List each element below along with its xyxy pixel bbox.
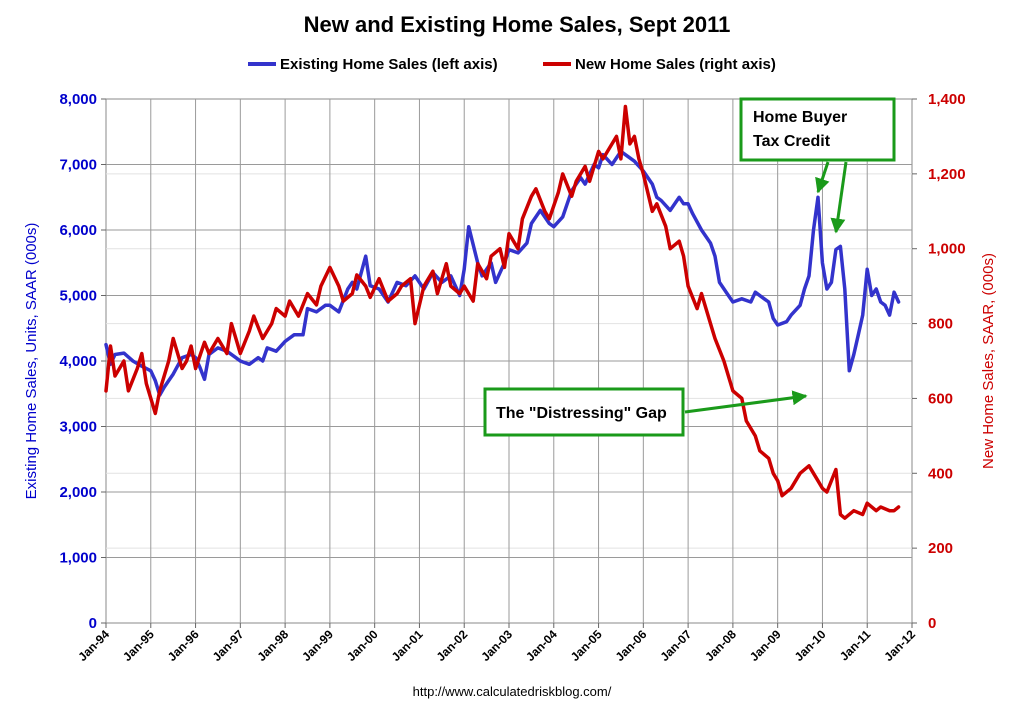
left-tick-label: 7,000 bbox=[59, 157, 97, 174]
left-tick-label: 1,000 bbox=[59, 550, 97, 567]
right-tick-label: 600 bbox=[928, 390, 953, 407]
x-tick-label: Jan-99 bbox=[299, 627, 336, 664]
callout-gap-text: The "Distressing" Gap bbox=[496, 405, 667, 422]
x-tick-label: Jan-08 bbox=[702, 627, 739, 664]
x-tick-label: Jan-00 bbox=[344, 627, 381, 664]
x-tick-label: Jan-04 bbox=[523, 627, 560, 664]
left-axis-ticks: 0 1,000 2,000 3,000 4,000 5,000 6,000 7,000 8,00… bbox=[59, 91, 106, 632]
callout-gap-box bbox=[483, 387, 685, 437]
callout-gap-arrow bbox=[684, 390, 808, 414]
right-tick-label: 1,200 bbox=[928, 166, 966, 183]
x-tick-label: Jan-11 bbox=[837, 627, 874, 664]
left-tick-label: 0 bbox=[89, 615, 97, 632]
x-tick-label: Jan-95 bbox=[120, 627, 157, 664]
left-axis-title: Existing Home Sales, Units, SAAR (000s) bbox=[23, 223, 40, 500]
x-tick-label: Jan-12 bbox=[881, 627, 918, 664]
legend-label-existing: Existing Home Sales (left axis) bbox=[280, 56, 498, 73]
callout-tax-credit-line1: Home Buyer bbox=[753, 109, 847, 126]
right-tick-label: 1,000 bbox=[928, 241, 966, 258]
series-line-existing bbox=[104, 149, 901, 397]
x-tick-label: Jan-02 bbox=[434, 627, 471, 664]
x-tick-label: Jan-05 bbox=[568, 627, 605, 664]
x-tick-label: Jan-06 bbox=[613, 627, 650, 664]
callout-gap: The "Distressing" Gap bbox=[483, 387, 808, 437]
callout-tax-credit-arrow-2 bbox=[830, 161, 848, 234]
x-tick-label: Jan-03 bbox=[478, 627, 515, 664]
x-tick-label: Jan-96 bbox=[165, 627, 202, 664]
x-tick-label: Jan-98 bbox=[254, 627, 291, 664]
right-tick-label: 800 bbox=[928, 316, 953, 333]
left-tick-label: 2,000 bbox=[59, 484, 97, 501]
left-tick-label: 3,000 bbox=[59, 419, 97, 436]
left-tick-label: 8,000 bbox=[59, 91, 97, 108]
right-tick-label: 0 bbox=[928, 615, 936, 632]
right-tick-label: 200 bbox=[928, 540, 953, 557]
legend-label-new: New Home Sales (right axis) bbox=[575, 56, 776, 73]
chart-title: New and Existing Home Sales, Sept 2011 bbox=[304, 12, 731, 37]
x-tick-label: Jan-97 bbox=[210, 627, 247, 664]
x-axis-ticks: Jan-94 Jan-95 Jan-96 Jan-97 Jan-98 Jan-99 Jan-… bbox=[75, 623, 918, 664]
x-tick-label: Jan-94 bbox=[75, 627, 112, 664]
callout-tax-credit-arrow-1 bbox=[815, 161, 830, 194]
x-tick-label: Jan-10 bbox=[792, 627, 829, 664]
right-axis-ticks: 0 200 400 600 800 1,000 1,200 1,400 bbox=[912, 91, 966, 632]
x-tick-label: Jan-07 bbox=[657, 627, 694, 664]
callout-tax-credit: Home Buyer Tax Credit bbox=[739, 97, 896, 234]
x-tick-label: Jan-01 bbox=[389, 627, 426, 664]
x-tick-label: Jan-09 bbox=[747, 627, 784, 664]
left-tick-label: 5,000 bbox=[59, 288, 97, 305]
right-tick-label: 1,400 bbox=[928, 91, 966, 108]
series-layer bbox=[104, 104, 901, 520]
callout-tax-credit-line2: Tax Credit bbox=[753, 133, 831, 150]
callout-tax-credit-box bbox=[739, 97, 896, 162]
legend: Existing Home Sales (left axis) New Home… bbox=[248, 56, 776, 73]
right-tick-label: 400 bbox=[928, 465, 953, 482]
right-axis-title: New Home Sales, SAAR, (000s) bbox=[980, 253, 997, 469]
series-line-new bbox=[104, 104, 901, 520]
left-tick-label: 6,000 bbox=[59, 222, 97, 239]
left-tick-label: 4,000 bbox=[59, 353, 97, 370]
source-url[interactable]: http://www.calculatedriskblog.com/ bbox=[413, 684, 612, 699]
